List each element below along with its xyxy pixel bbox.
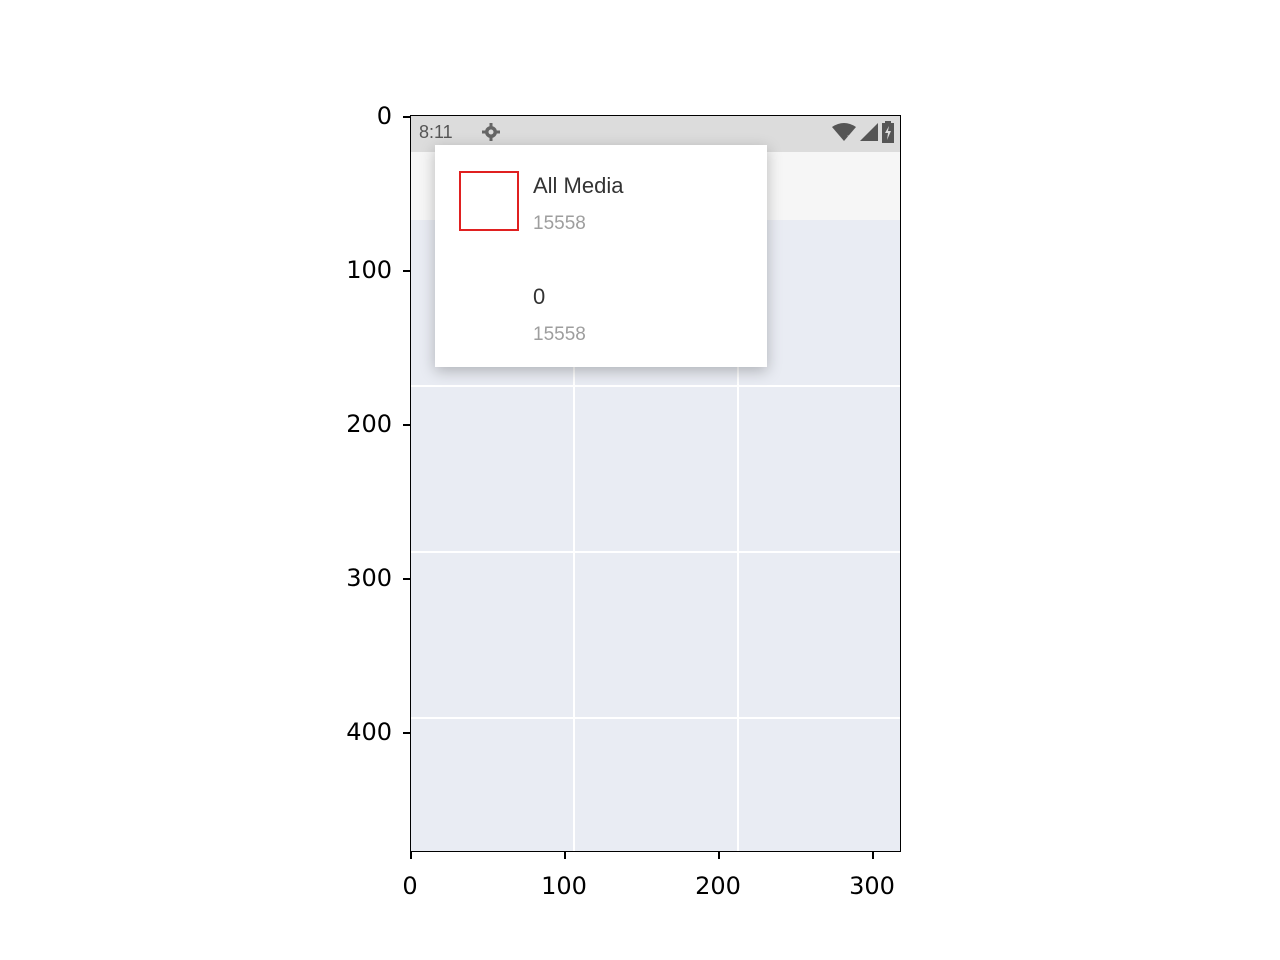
y-tick: [403, 270, 410, 272]
popup-item-title: All Media: [533, 173, 624, 198]
x-tick: [872, 852, 874, 859]
popup-item-title: 0: [533, 284, 546, 309]
y-tick-label: 0: [376, 102, 392, 130]
album-popup-menu: All Media 15558 0 15558: [435, 145, 767, 367]
y-tick: [403, 116, 410, 118]
y-tick-label: 400: [346, 718, 392, 746]
album-thumbnail: [459, 282, 519, 342]
grid-divider: [737, 220, 739, 851]
y-tick: [403, 732, 410, 734]
popup-item-count: 15558: [533, 213, 586, 234]
popup-item-album-0[interactable]: 0 15558: [435, 256, 767, 366]
x-tick-label: 100: [541, 872, 587, 900]
y-tick-label: 200: [346, 410, 392, 438]
x-tick-label: 0: [402, 872, 418, 900]
x-tick: [564, 852, 566, 859]
grid-divider: [411, 551, 900, 553]
y-tick: [403, 424, 410, 426]
x-tick: [410, 852, 412, 859]
signal-icon: [860, 123, 878, 141]
gear-icon: [482, 123, 500, 141]
selection-box: [459, 171, 519, 231]
battery-icon: [882, 121, 894, 143]
popup-item-all-media[interactable]: All Media 15558: [435, 145, 767, 255]
x-tick: [718, 852, 720, 859]
screenshot-axes: 8:11 x: [410, 115, 901, 852]
grid-divider: [573, 220, 575, 851]
x-tick-label: 300: [849, 872, 895, 900]
status-icons: x: [832, 120, 894, 144]
status-time: 8:11: [419, 122, 453, 142]
popup-item-count: 15558: [533, 324, 586, 345]
y-tick: [403, 578, 410, 580]
svg-text:x: x: [847, 133, 852, 141]
y-tick-label: 300: [346, 564, 392, 592]
grid-divider: [411, 717, 900, 719]
wifi-icon: x: [832, 123, 856, 141]
x-tick-label: 200: [695, 872, 741, 900]
y-tick-label: 100: [346, 256, 392, 284]
grid-divider: [411, 385, 900, 387]
